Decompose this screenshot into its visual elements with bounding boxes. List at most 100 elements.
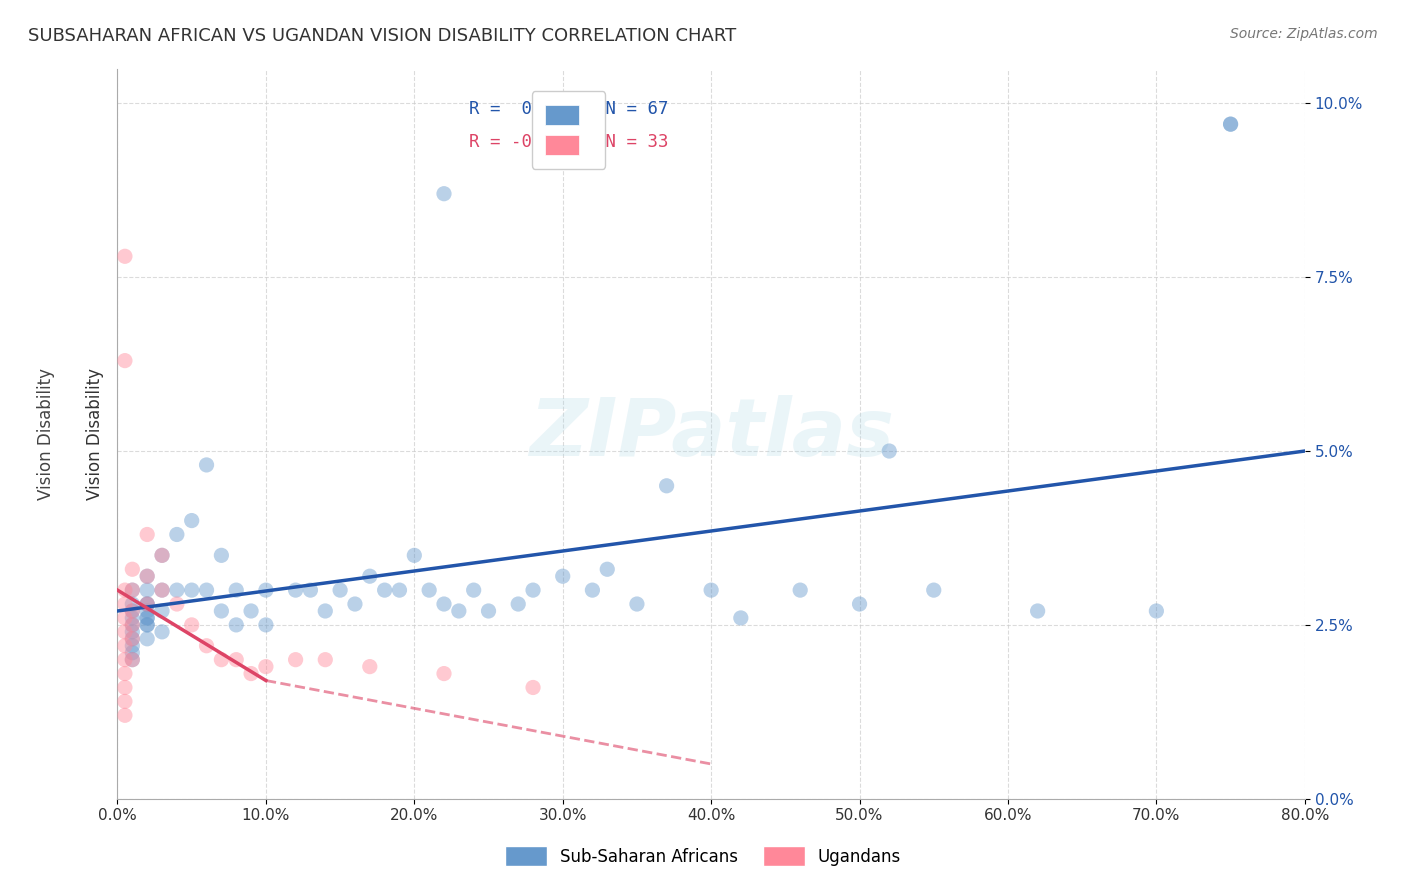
Point <box>240 666 263 681</box>
Point <box>789 583 811 598</box>
Point <box>240 604 263 618</box>
Point <box>121 639 143 653</box>
Point <box>1026 604 1049 618</box>
Point <box>551 569 574 583</box>
Point <box>418 583 440 598</box>
Point <box>1219 117 1241 131</box>
Point <box>136 569 159 583</box>
Point <box>700 583 723 598</box>
Point <box>433 597 456 611</box>
Point <box>136 632 159 646</box>
Point <box>359 569 381 583</box>
Point <box>114 653 136 667</box>
Point <box>121 618 143 632</box>
Point <box>581 583 603 598</box>
Point <box>121 597 143 611</box>
Point <box>404 549 426 563</box>
Point <box>136 618 159 632</box>
Legend: , : , <box>531 92 606 169</box>
Point <box>225 583 247 598</box>
Point <box>730 611 752 625</box>
Point <box>166 597 188 611</box>
Point <box>114 249 136 263</box>
Point <box>114 353 136 368</box>
Point <box>121 583 143 598</box>
Point <box>254 618 277 632</box>
Point <box>299 583 322 598</box>
Point <box>477 604 499 618</box>
Point <box>522 583 544 598</box>
Point <box>136 583 159 598</box>
Point <box>121 653 143 667</box>
Point <box>1219 117 1241 131</box>
Point <box>150 583 173 598</box>
Point <box>359 659 381 673</box>
Point <box>114 666 136 681</box>
Point <box>522 681 544 695</box>
Point <box>121 624 143 639</box>
Point <box>136 569 159 583</box>
Text: Vision Disability: Vision Disability <box>38 368 55 500</box>
Point <box>343 597 366 611</box>
Point <box>284 583 307 598</box>
Legend: Sub-Saharan Africans, Ugandans: Sub-Saharan Africans, Ugandans <box>496 838 910 875</box>
Point <box>209 653 232 667</box>
Point <box>166 583 188 598</box>
Point <box>136 597 159 611</box>
Point <box>433 666 456 681</box>
Point <box>121 653 143 667</box>
Point <box>180 514 202 528</box>
Point <box>136 527 159 541</box>
Point <box>121 604 143 618</box>
Point <box>848 597 870 611</box>
Point <box>114 639 136 653</box>
Point <box>180 583 202 598</box>
Point <box>1144 604 1167 618</box>
Point <box>329 583 352 598</box>
Point <box>254 659 277 673</box>
Point <box>284 653 307 667</box>
Point <box>225 618 247 632</box>
Point <box>114 583 136 598</box>
Text: R = -0.147   N = 33: R = -0.147 N = 33 <box>470 133 668 151</box>
Point <box>136 597 159 611</box>
Point <box>150 583 173 598</box>
Point <box>314 604 336 618</box>
Point <box>114 694 136 708</box>
Point <box>150 549 173 563</box>
Point <box>254 583 277 598</box>
Point <box>209 604 232 618</box>
Point <box>136 611 159 625</box>
Point <box>150 624 173 639</box>
Point <box>121 583 143 598</box>
Point <box>121 632 143 646</box>
Point <box>121 611 143 625</box>
Text: R =  0.288   N = 67: R = 0.288 N = 67 <box>470 100 668 118</box>
Point <box>150 549 173 563</box>
Point <box>121 632 143 646</box>
Text: Source: ZipAtlas.com: Source: ZipAtlas.com <box>1230 27 1378 41</box>
Point <box>922 583 945 598</box>
Point <box>195 458 218 472</box>
Point <box>166 527 188 541</box>
Text: ZIPatlas: ZIPatlas <box>529 394 894 473</box>
Point <box>121 618 143 632</box>
Point <box>374 583 396 598</box>
Y-axis label: Vision Disability: Vision Disability <box>86 368 104 500</box>
Point <box>388 583 411 598</box>
Point <box>150 604 173 618</box>
Point <box>121 562 143 576</box>
Point <box>114 597 136 611</box>
Point <box>655 479 678 493</box>
Point <box>136 618 159 632</box>
Point <box>225 653 247 667</box>
Point <box>114 611 136 625</box>
Point <box>626 597 648 611</box>
Point <box>508 597 530 611</box>
Point <box>136 597 159 611</box>
Point <box>596 562 619 576</box>
Point <box>180 618 202 632</box>
Point <box>121 646 143 660</box>
Point <box>114 681 136 695</box>
Point <box>136 604 159 618</box>
